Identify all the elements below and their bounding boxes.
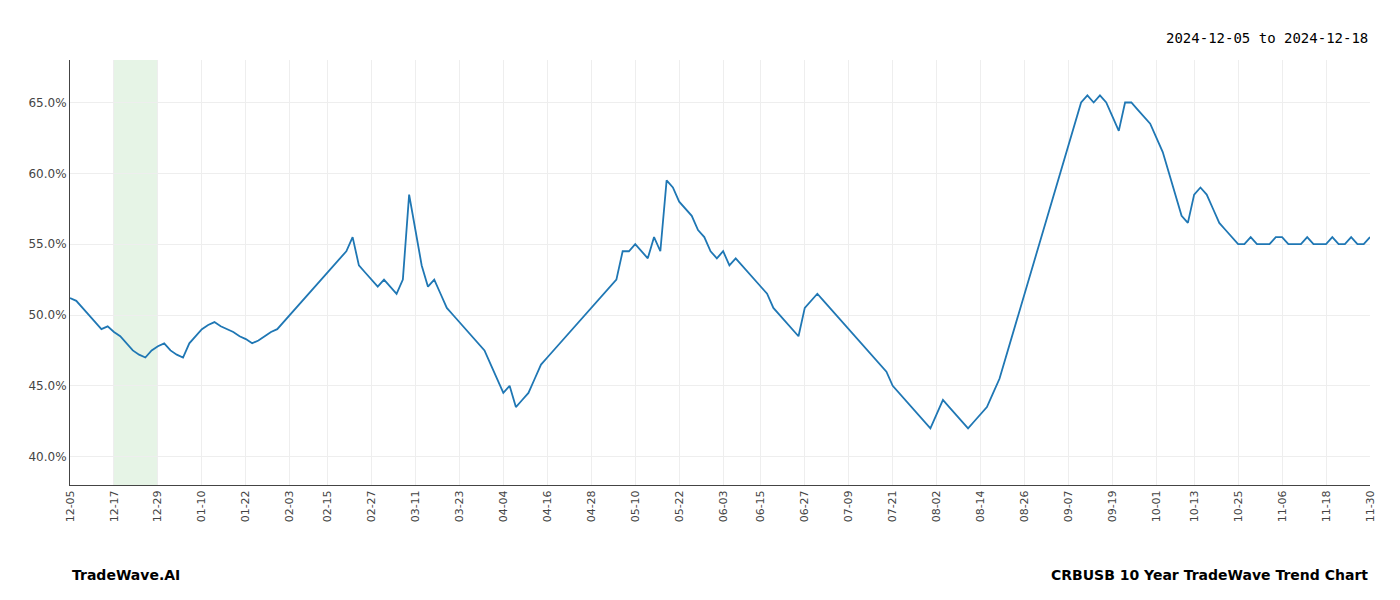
svg-text:02-27: 02-27 bbox=[365, 490, 378, 522]
svg-text:11-30: 11-30 bbox=[1364, 490, 1377, 522]
svg-text:10-25: 10-25 bbox=[1232, 490, 1245, 522]
svg-text:45.0%: 45.0% bbox=[28, 379, 66, 393]
svg-text:07-09: 07-09 bbox=[842, 490, 855, 522]
svg-text:10-01: 10-01 bbox=[1150, 490, 1163, 522]
svg-text:09-07: 09-07 bbox=[1062, 490, 1075, 522]
svg-text:11-06: 11-06 bbox=[1276, 490, 1289, 522]
svg-text:12-05: 12-05 bbox=[64, 490, 77, 522]
svg-text:06-03: 06-03 bbox=[717, 490, 730, 522]
svg-text:12-29: 12-29 bbox=[151, 490, 164, 522]
svg-text:01-22: 01-22 bbox=[239, 490, 252, 522]
svg-text:03-23: 03-23 bbox=[453, 490, 466, 522]
svg-text:12-17: 12-17 bbox=[108, 490, 121, 522]
svg-text:02-15: 02-15 bbox=[321, 490, 334, 522]
svg-text:05-22: 05-22 bbox=[673, 490, 686, 522]
svg-text:07-21: 07-21 bbox=[886, 490, 899, 522]
svg-text:50.0%: 50.0% bbox=[28, 308, 66, 322]
svg-text:03-11: 03-11 bbox=[409, 490, 422, 522]
svg-text:40.0%: 40.0% bbox=[28, 450, 66, 464]
svg-text:TradeWave.AI: TradeWave.AI bbox=[72, 567, 180, 583]
svg-text:65.0%: 65.0% bbox=[28, 96, 66, 110]
svg-text:60.0%: 60.0% bbox=[28, 167, 66, 181]
svg-text:06-15: 06-15 bbox=[754, 490, 767, 522]
svg-text:04-16: 04-16 bbox=[541, 490, 554, 522]
svg-text:01-10: 01-10 bbox=[195, 490, 208, 522]
svg-text:05-10: 05-10 bbox=[629, 490, 642, 522]
svg-text:CRBUSB 10 Year TradeWave Trend: CRBUSB 10 Year TradeWave Trend Chart bbox=[1051, 567, 1368, 583]
svg-text:2024-12-05 to 2024-12-18: 2024-12-05 to 2024-12-18 bbox=[1166, 30, 1368, 46]
svg-text:10-13: 10-13 bbox=[1188, 490, 1201, 522]
svg-text:06-27: 06-27 bbox=[798, 490, 811, 522]
svg-text:55.0%: 55.0% bbox=[28, 237, 66, 251]
svg-text:09-19: 09-19 bbox=[1106, 490, 1119, 522]
svg-text:08-14: 08-14 bbox=[974, 490, 987, 522]
svg-text:04-28: 04-28 bbox=[585, 490, 598, 522]
svg-text:08-02: 08-02 bbox=[930, 490, 943, 522]
svg-text:11-18: 11-18 bbox=[1320, 490, 1333, 522]
svg-text:04-04: 04-04 bbox=[497, 490, 510, 522]
svg-text:08-26: 08-26 bbox=[1018, 490, 1031, 522]
svg-text:02-03: 02-03 bbox=[283, 490, 296, 522]
